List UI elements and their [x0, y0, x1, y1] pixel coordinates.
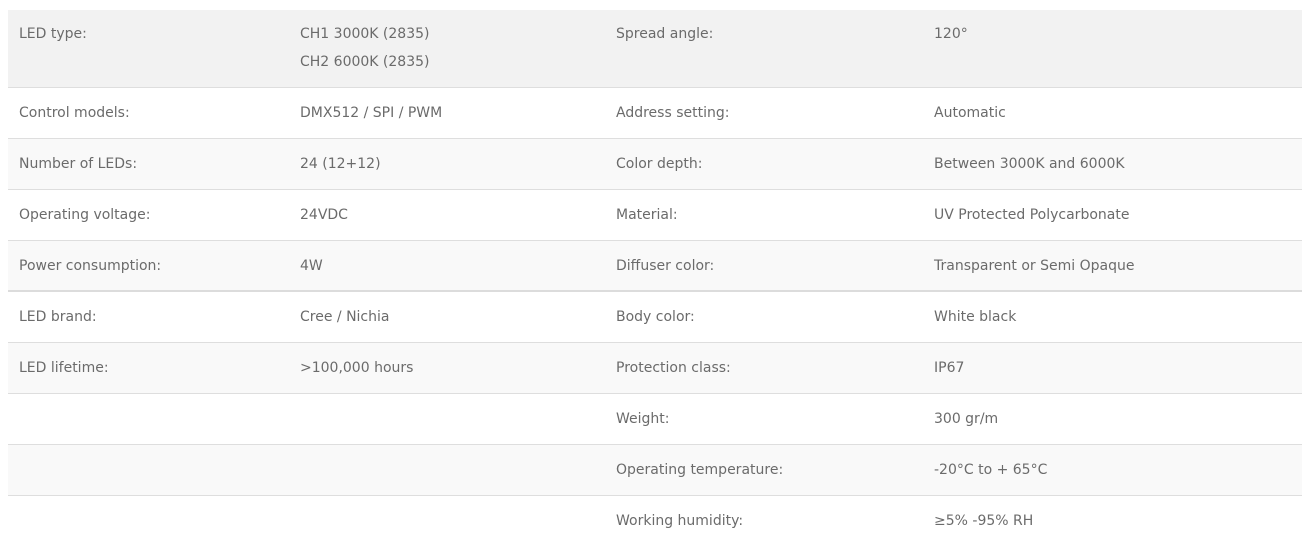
- spec-label: [8, 394, 289, 444]
- spec-label-text: LED type:: [19, 26, 87, 42]
- spec-value: [289, 394, 605, 444]
- spec-label: LED lifetime:: [8, 343, 289, 393]
- spec-label: Power consumption:: [8, 241, 289, 290]
- spec-label: Protection class:: [605, 343, 923, 393]
- spec-label-text: Control models:: [19, 105, 130, 121]
- spec-label-text: Color depth:: [616, 156, 703, 172]
- spec-label: [8, 445, 289, 495]
- spec-value-text: UV Protected Polycarbonate: [934, 207, 1130, 223]
- spec-value: -20°C to + 65°C: [923, 445, 1302, 495]
- spec-value: White black: [923, 292, 1302, 342]
- spec-label: Number of LEDs:: [8, 139, 289, 189]
- spec-value-text: DMX512 / SPI / PWM: [300, 105, 443, 121]
- spec-label: Control models:: [8, 88, 289, 138]
- spec-value: IP67: [923, 343, 1302, 393]
- spec-value-text: ≥5% -95% RH: [934, 513, 1034, 529]
- spec-value: 300 gr/m: [923, 394, 1302, 444]
- spec-label: Material:: [605, 190, 923, 240]
- spec-label: Weight:: [605, 394, 923, 444]
- spec-label-text: Material:: [616, 207, 678, 223]
- spec-value: 120°: [923, 10, 1302, 87]
- spec-label: Color depth:: [605, 139, 923, 189]
- spec-label-text: Address setting:: [616, 105, 730, 121]
- spec-value-text: White black: [934, 309, 1017, 325]
- spec-value-text: 4W: [300, 258, 323, 274]
- spec-value: Between 3000K and 6000K: [923, 139, 1302, 189]
- spec-value-text: Automatic: [934, 105, 1006, 121]
- spec-value-text: 300 gr/m: [934, 411, 999, 427]
- spec-value-text-2: CH2 6000K (2835): [300, 54, 430, 70]
- spec-value-text: Cree / Nichia: [300, 309, 390, 325]
- spec-label-text: Working humidity:: [616, 513, 744, 529]
- table-row: Operating voltage: 24VDC Material: UV Prote…: [8, 190, 1302, 241]
- spec-label-text: Spread angle:: [616, 26, 714, 42]
- spec-value: Automatic: [923, 88, 1302, 138]
- spec-label: LED brand:: [8, 292, 289, 342]
- spec-label-text: Protection class:: [616, 360, 731, 376]
- spec-value-text: 24VDC: [300, 207, 348, 223]
- spec-label-text: LED lifetime:: [19, 360, 109, 376]
- table-row: LED brand: Cree / Nichia Body color: White …: [8, 292, 1302, 343]
- table-row: Number of LEDs: 24 (12+12) Color depth: Bet…: [8, 139, 1302, 190]
- table-row: LED type: CH1 3000K (2835) CH2 6000K (2835…: [8, 10, 1302, 88]
- spec-value: CH1 3000K (2835) CH2 6000K (2835): [289, 10, 605, 87]
- spec-value: Cree / Nichia: [289, 292, 605, 342]
- spec-label-text: Power consumption:: [19, 258, 162, 274]
- spec-value: [289, 445, 605, 495]
- spec-label: Address setting:: [605, 88, 923, 138]
- spec-label-text: Weight:: [616, 411, 670, 427]
- spec-value-text: IP67: [934, 360, 965, 376]
- spec-value-text: >100,000 hours: [300, 360, 414, 376]
- spec-value-text: Transparent or Semi Opaque: [934, 258, 1135, 274]
- table-row: Working humidity: ≥5% -95% RH: [8, 496, 1302, 546]
- spec-value: Transparent or Semi Opaque: [923, 241, 1302, 290]
- spec-value: 24 (12+12): [289, 139, 605, 189]
- spec-label-text: LED brand:: [19, 309, 97, 325]
- spec-label-text: Number of LEDs:: [19, 156, 138, 172]
- spec-label-text: Operating voltage:: [19, 207, 151, 223]
- spec-value: UV Protected Polycarbonate: [923, 190, 1302, 240]
- spec-value: 24VDC: [289, 190, 605, 240]
- spec-label: Body color:: [605, 292, 923, 342]
- spec-label: [8, 496, 289, 546]
- spec-label: Operating temperature:: [605, 445, 923, 495]
- spec-label-text: Operating temperature:: [616, 462, 784, 478]
- spec-value: 4W: [289, 241, 605, 290]
- table-row: Weight: 300 gr/m: [8, 394, 1302, 445]
- spec-value-text: CH1 3000K (2835): [300, 26, 430, 42]
- spec-value: >100,000 hours: [289, 343, 605, 393]
- spec-value-text: -20°C to + 65°C: [934, 462, 1048, 478]
- spec-value: ≥5% -95% RH: [923, 496, 1302, 546]
- spec-label: Working humidity:: [605, 496, 923, 546]
- spec-label: LED type:: [8, 10, 289, 87]
- spec-label: Diffuser color:: [605, 241, 923, 290]
- spec-value-text: 120°: [934, 26, 968, 42]
- spec-label: Spread angle:: [605, 10, 923, 87]
- table-row: Operating temperature: -20°C to + 65°C: [8, 445, 1302, 496]
- table-row: LED lifetime: >100,000 hours Protection cl…: [8, 343, 1302, 394]
- spec-value-text: 24 (12+12): [300, 156, 381, 172]
- table-row: Power consumption: 4W Diffuser color: Trans…: [8, 241, 1302, 292]
- spec-label: Operating voltage:: [8, 190, 289, 240]
- spec-value: DMX512 / SPI / PWM: [289, 88, 605, 138]
- specifications-table: LED type: CH1 3000K (2835) CH2 6000K (2835…: [8, 10, 1302, 546]
- spec-value-text: Between 3000K and 6000K: [934, 156, 1125, 172]
- spec-label-text: Diffuser color:: [616, 258, 715, 274]
- spec-label-text: Body color:: [616, 309, 695, 325]
- spec-value: [289, 496, 605, 546]
- table-row: Control models: DMX512 / SPI / PWM Address…: [8, 88, 1302, 139]
